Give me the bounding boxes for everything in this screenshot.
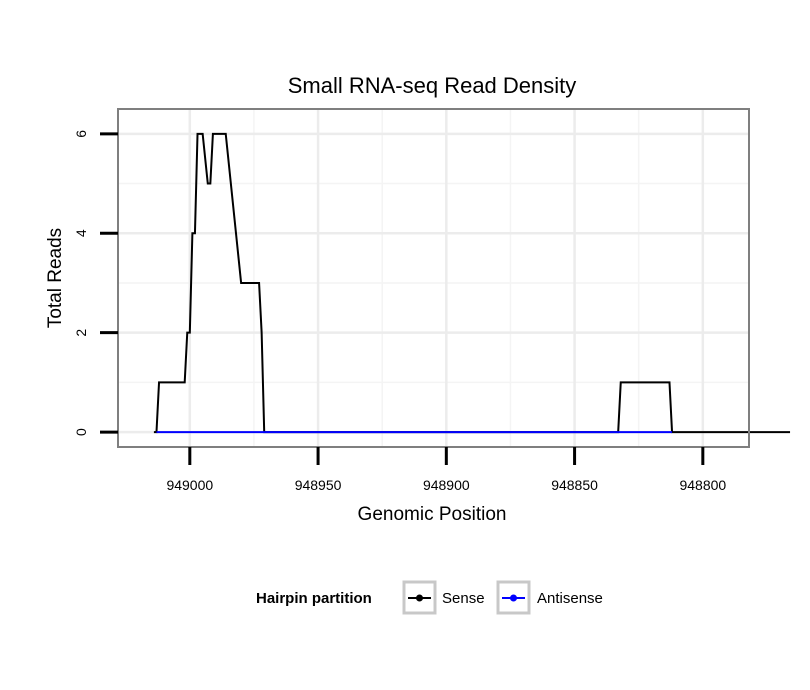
legend-title: Hairpin partition	[256, 590, 372, 607]
y-tick-label-2: 4	[73, 229, 89, 237]
plot-panel	[118, 109, 749, 447]
x-axis-title: Genomic Position	[358, 504, 507, 525]
x-tick-label-2: 948900	[423, 477, 470, 493]
y-tick-label-3: 6	[73, 130, 89, 138]
x-tick-label-3: 948850	[551, 477, 598, 493]
legend-label-antisense: Antisense	[537, 590, 603, 607]
y-axis-title: Total Reads	[45, 228, 66, 328]
y-axis: 0 2 4 6	[73, 130, 118, 436]
legend-point-sense	[416, 594, 423, 602]
legend-point-antisense	[510, 594, 517, 602]
x-tick-label-4: 948800	[679, 477, 726, 493]
legend-entry-sense: Sense	[402, 580, 485, 615]
series-lines	[153, 132, 791, 434]
x-axis: 949000 948950 948900 948850 948800	[166, 447, 726, 493]
y-tick-label-0: 0	[73, 428, 89, 436]
x-tick-label-0: 949000	[166, 477, 213, 493]
chart-title: Small RNA-seq Read Density	[288, 73, 577, 98]
legend-entry-antisense: Antisense	[496, 580, 603, 615]
legend: Hairpin partition Sense Antisense	[256, 580, 603, 615]
x-tick-label-1: 948950	[295, 477, 342, 493]
legend-label-sense: Sense	[442, 590, 485, 607]
y-tick-label-1: 2	[73, 329, 89, 337]
plot-border	[117, 108, 750, 448]
